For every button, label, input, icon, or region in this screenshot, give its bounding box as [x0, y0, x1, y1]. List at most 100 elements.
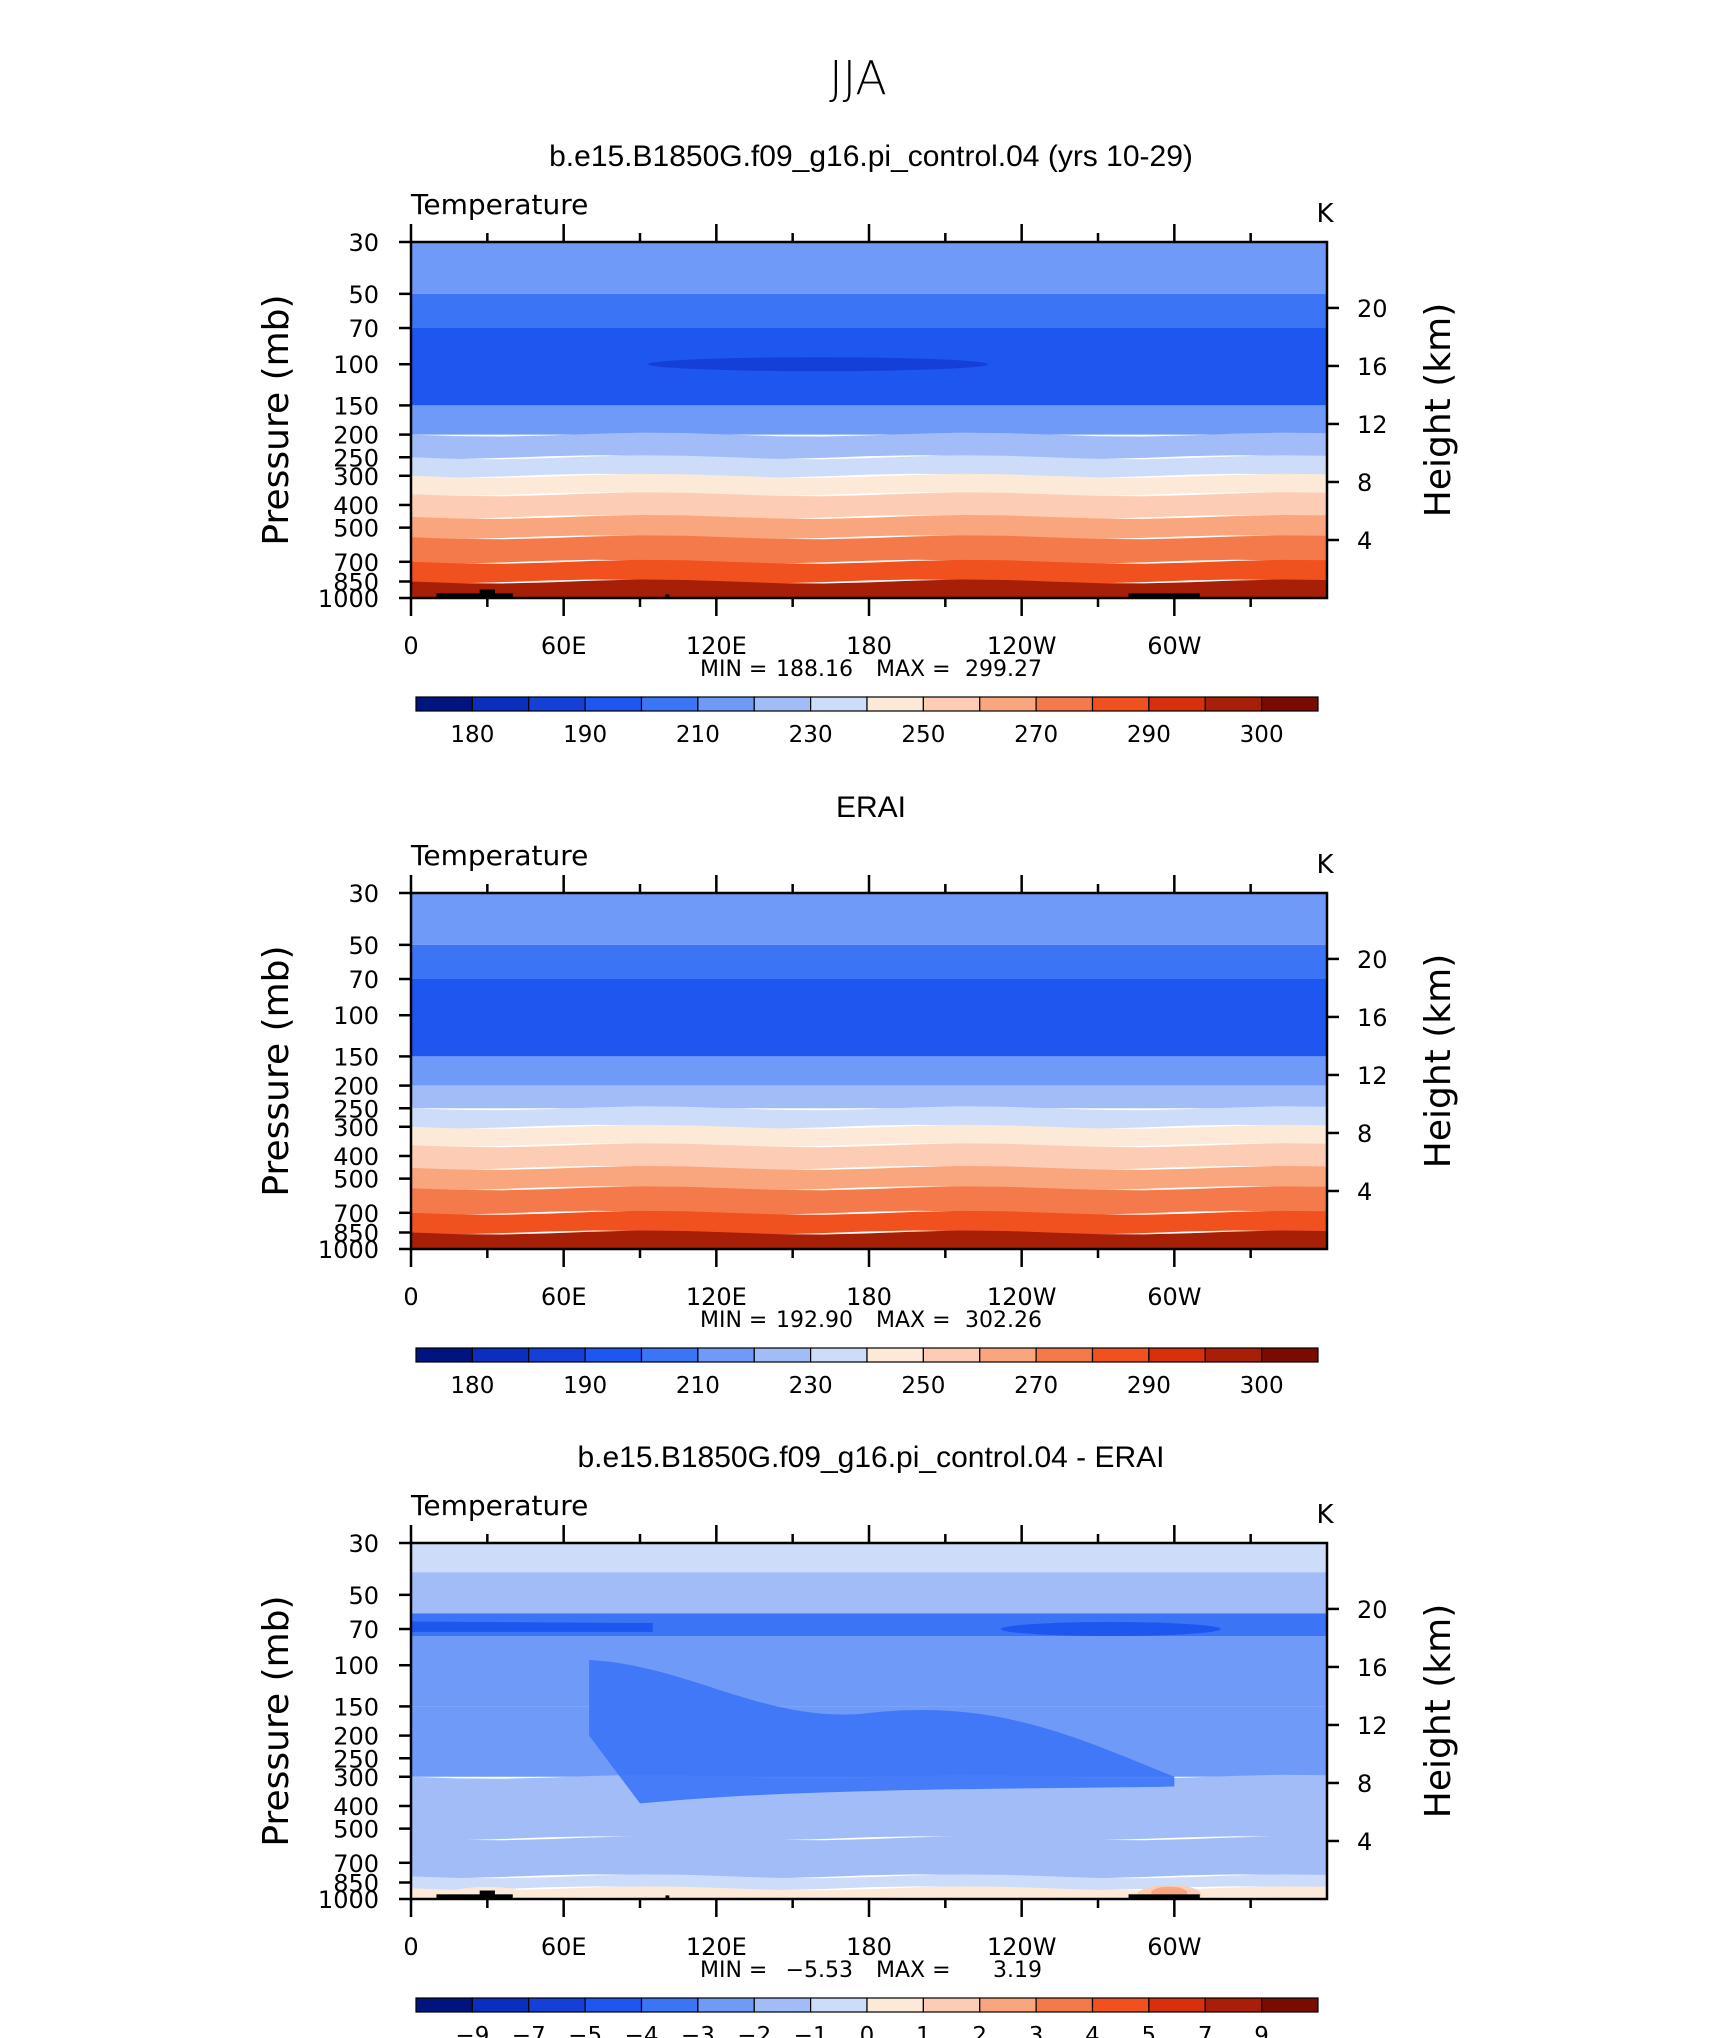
colorbar-swatch: [584, 1347, 643, 1363]
y2-axis-label: Height (km): [1418, 303, 1459, 517]
topography-mask: [665, 1895, 670, 1899]
y-tick-label: 500: [333, 1166, 379, 1194]
colorbar-label: −4: [625, 2023, 659, 2038]
x-tick-label: 60W: [1147, 632, 1201, 660]
colorbar-label: 2: [972, 2023, 987, 2038]
colorbar-label: 210: [676, 722, 720, 748]
topography-mask: [1128, 593, 1200, 598]
variable-label: Temperature: [410, 839, 588, 872]
x-tick-label: 120W: [987, 632, 1057, 660]
colorbar-label: 180: [450, 1373, 494, 1399]
y-tick-label: 400: [333, 1793, 379, 1821]
colorbar-label: 270: [1014, 722, 1058, 748]
topography-mask: [1128, 1894, 1200, 1899]
colorbar-swatch: [471, 1997, 530, 2013]
units-label: K: [1316, 850, 1334, 880]
y-axis-label: Pressure (mb): [256, 294, 297, 545]
contour-band: [411, 1210, 1327, 1235]
x-tick-label: 60E: [541, 1933, 587, 1961]
contour-band: [411, 1836, 1327, 1879]
y-tick-label: 250: [333, 1095, 379, 1123]
topography-mask: [436, 1894, 513, 1899]
colorbar-swatch: [528, 1347, 586, 1363]
colorbar-label: −3: [681, 2023, 715, 2038]
y2-axis-label: Height (km): [1418, 954, 1459, 1168]
colorbar-swatch: [1035, 696, 1094, 712]
y2-tick-label: 4: [1357, 1178, 1372, 1206]
colorbar-swatch: [415, 1347, 473, 1363]
colorbar-swatch: [584, 696, 643, 712]
colorbar: 180 190 210 230 250 270 290 300: [415, 1347, 1319, 1399]
colorbar-label: 5: [1142, 2023, 1157, 2038]
max-label: MAX =: [876, 1958, 951, 1983]
colorbar-swatch: [866, 1347, 924, 1363]
x-tick-label: 120E: [686, 1933, 747, 1961]
colorbar-label: 7: [1198, 2023, 1213, 2038]
y-tick-label: 50: [348, 281, 379, 309]
colorbar-swatch: [866, 1997, 924, 2013]
y-tick-label: 200: [333, 1073, 379, 1101]
x-tick-label: 60E: [541, 1283, 587, 1311]
colorbar-swatch: [753, 1347, 812, 1363]
colorbar-swatch: [640, 1997, 699, 2013]
colorbar-swatch: [922, 696, 981, 712]
contour-band: [411, 514, 1327, 540]
colorbar-label: 290: [1127, 722, 1171, 748]
colorbar-swatch: [1148, 1347, 1206, 1363]
colorbar-swatch: [1035, 1997, 1094, 2013]
colorbar-label: −7: [512, 2023, 546, 2038]
colorbar-swatch: [697, 696, 755, 712]
y2-tick-label: 20: [1357, 295, 1388, 323]
y2-tick-label: 4: [1357, 1828, 1372, 1856]
colorbar-label: −1: [794, 2023, 828, 2038]
contour-band: [411, 1165, 1327, 1191]
contour-band: [411, 1143, 1327, 1170]
y2-tick-label: 8: [1357, 1120, 1372, 1148]
x-tick-label: 180: [846, 1933, 892, 1961]
y-tick-label: 200: [333, 422, 379, 450]
contour-band: [411, 1186, 1327, 1215]
contour-band: [411, 405, 1327, 435]
contour-band: [411, 473, 1327, 497]
colorbar-label: 1: [916, 2023, 931, 2038]
colorbar-label: 300: [1240, 722, 1284, 748]
chart-panel: b.e15.B1850G.f09_g16.pi_control.04 - ERA…: [256, 1441, 1459, 2038]
surface-maximum: [411, 1242, 1327, 1249]
x-tick-label: 0: [403, 632, 418, 660]
colorbar-label: 250: [901, 722, 945, 748]
contour-field: [411, 1543, 1327, 1899]
y-tick-label: 850: [333, 569, 379, 597]
contour-band: [411, 492, 1327, 519]
y2-tick-label: 8: [1357, 469, 1372, 497]
colorbar-label: 270: [1014, 1373, 1058, 1399]
chart-panel: b.e15.B1850G.f09_g16.pi_control.04 (yrs …: [256, 140, 1459, 748]
min-label: MIN =: [700, 657, 767, 682]
y-tick-label: 1000: [318, 585, 379, 613]
y-tick-label: 150: [333, 1693, 379, 1721]
contour-band: [411, 1124, 1327, 1148]
colorbar-label: −9: [455, 2023, 489, 2038]
y-tick-label: 1000: [318, 1886, 379, 1914]
colorbar-swatch: [810, 696, 868, 712]
colorbar-swatch: [1091, 696, 1150, 712]
max-label: MAX =: [876, 657, 951, 682]
colorbar-swatch: [979, 696, 1037, 712]
max-value: 3.19: [993, 1958, 1042, 1983]
variable-label: Temperature: [410, 1489, 588, 1522]
colorbar-swatch: [415, 1997, 473, 2013]
y-tick-label: 850: [333, 1870, 379, 1898]
colorbar-swatch: [528, 1997, 586, 2013]
topography-mask: [436, 593, 513, 598]
contour-band: [411, 979, 1327, 1057]
topography-mask: [479, 1890, 495, 1899]
colorbar-label: −2: [737, 2023, 771, 2038]
colorbar-label: 3: [1029, 2023, 1044, 2038]
contour-band: [411, 1886, 1327, 1899]
colorbar-label: 300: [1240, 1373, 1284, 1399]
y-tick-label: 150: [333, 1043, 379, 1071]
y2-axis-label: Height (km): [1418, 1604, 1459, 1818]
y-tick-label: 70: [348, 315, 379, 343]
colorbar-swatch: [1261, 1997, 1319, 2013]
